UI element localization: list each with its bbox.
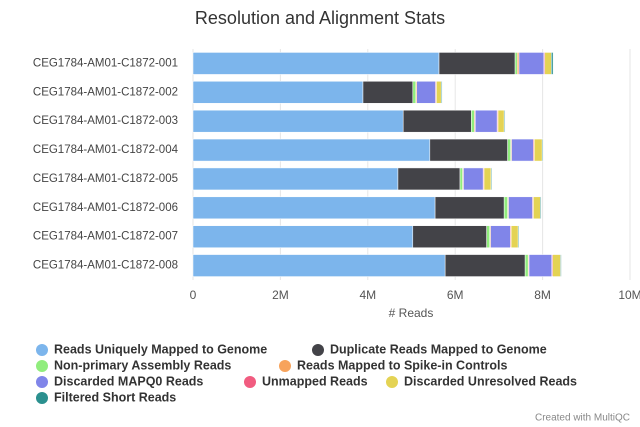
bar-segment [518, 52, 545, 75]
bar-segment [434, 196, 505, 220]
bar-segment [475, 109, 498, 133]
x-tick-label: 10M [618, 288, 640, 302]
y-tick-label: CEG1784-AM01-C1872-004 [33, 144, 179, 156]
bar-segment [551, 52, 554, 75]
legend-marker [36, 344, 48, 356]
bar-segment [486, 225, 490, 248]
bar-segment [483, 167, 492, 191]
bar-segment [514, 52, 518, 75]
legend-marker [386, 376, 398, 388]
legend-label: Duplicate Reads Mapped to Genome [330, 342, 547, 356]
bar-segment [510, 225, 519, 248]
y-tick-label: CEG1784-AM01-C1872-005 [33, 173, 178, 185]
bar-segment [362, 81, 414, 104]
legend-label: Filtered Short Reads [54, 390, 176, 404]
bar-segment [459, 167, 463, 191]
chart-title: Resolution and Alignment Stats [195, 8, 445, 28]
legend-marker [36, 376, 48, 388]
bar-segment [540, 196, 542, 220]
bar-segment [517, 225, 520, 248]
bar-segment [508, 196, 533, 220]
bar-segment [192, 52, 440, 75]
bar-segment [511, 138, 534, 162]
bar-segment [436, 81, 442, 104]
bar-segment [402, 109, 472, 133]
bar-segment [490, 225, 511, 248]
legend-label: Unmapped Reads [262, 374, 368, 388]
bar-segment [192, 81, 364, 104]
legend-label: Non-primary Assembly Reads [54, 358, 231, 372]
y-tick-label: CEG1784-AM01-C1872-002 [33, 86, 178, 98]
legend-marker [36, 360, 48, 372]
bar-segment [397, 167, 461, 191]
bar-segment [463, 167, 484, 191]
legend-marker [36, 392, 48, 404]
x-tick-label: 2M [272, 288, 289, 302]
bar-segment [412, 81, 417, 104]
y-tick-label: CEG1784-AM01-C1872-003 [33, 115, 178, 127]
bar-segment [444, 254, 526, 277]
bar-segment [560, 254, 562, 277]
y-tick-label: CEG1784-AM01-C1872-001 [33, 57, 178, 69]
bar-segment [517, 52, 520, 75]
bar-segment [541, 138, 544, 162]
bar-segment [429, 138, 508, 162]
y-tick-label: CEG1784-AM01-C1872-006 [33, 202, 178, 214]
legend-label: Reads Uniquely Mapped to Genome [54, 342, 267, 356]
x-tick-label: 0 [190, 288, 197, 302]
bar-segment [192, 109, 404, 133]
bar-segment [490, 167, 493, 191]
bar-segment [438, 52, 516, 75]
legend-marker [279, 360, 291, 372]
bar-segment [412, 225, 487, 248]
x-tick-label: 6M [447, 288, 464, 302]
x-axis-title: # Reads [389, 306, 434, 320]
legend-label: Reads Mapped to Spike-in Controls [297, 358, 507, 372]
bar-segment [192, 167, 399, 191]
bar-segment [192, 225, 414, 248]
bar-segment [471, 109, 475, 133]
bar-segment [533, 196, 541, 220]
bar-segment [507, 138, 511, 162]
legend-label: Discarded Unresolved Reads [404, 374, 577, 388]
bar-segment [192, 196, 436, 220]
x-tick-label: 4M [359, 288, 376, 302]
x-tick-label: 8M [534, 288, 551, 302]
bar-segment [192, 138, 431, 162]
legend-marker [244, 376, 256, 388]
bar-segment [440, 81, 443, 104]
y-tick-label: CEG1784-AM01-C1872-008 [33, 260, 178, 272]
bar-segment [497, 109, 505, 133]
bar-segment [416, 81, 436, 104]
y-tick-label: CEG1784-AM01-C1872-007 [33, 231, 178, 243]
credit: Created with MultiQC [535, 413, 630, 424]
bar-segment [503, 196, 508, 220]
bar-segment [552, 254, 561, 277]
legend-marker [312, 344, 324, 356]
bar-segment [534, 138, 543, 162]
legend-label: Discarded MAPQ0 Reads [54, 374, 203, 388]
bar-segment [524, 254, 529, 277]
bar-segment [528, 254, 553, 277]
bar-segment [544, 52, 552, 75]
bar-segment [192, 254, 446, 277]
bar-segment [503, 109, 506, 133]
